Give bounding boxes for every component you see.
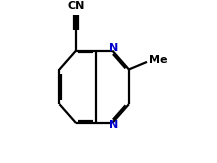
Text: N: N xyxy=(109,43,118,53)
Text: N: N xyxy=(109,120,118,130)
Text: Me: Me xyxy=(148,55,167,65)
Text: CN: CN xyxy=(67,0,85,11)
